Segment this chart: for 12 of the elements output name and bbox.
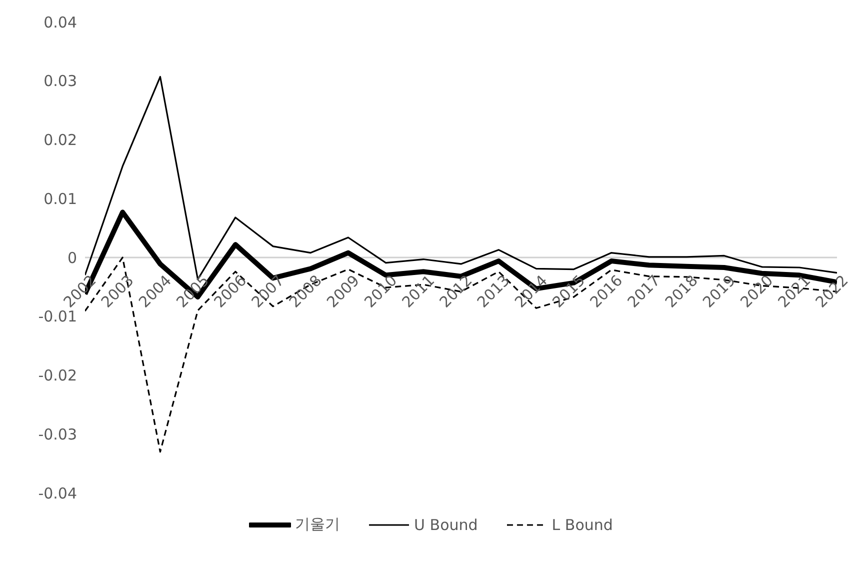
y-tick-label: 0.01: [44, 190, 77, 208]
y-tick-label: -0.04: [38, 484, 77, 502]
y-tick-label: -0.02: [38, 366, 77, 385]
y-tick-label: 0.03: [44, 72, 77, 90]
legend-label: L Bound: [552, 516, 613, 534]
legend-label: 기울기: [295, 515, 340, 534]
legend-label: U Bound: [414, 516, 478, 534]
y-tick-label: 0.04: [44, 13, 77, 32]
y-tick-label: -0.03: [38, 425, 77, 444]
y-tick-label: -0.01: [38, 308, 77, 326]
y-tick-label: 0.02: [44, 131, 77, 150]
y-tick-label: 0: [67, 248, 77, 267]
